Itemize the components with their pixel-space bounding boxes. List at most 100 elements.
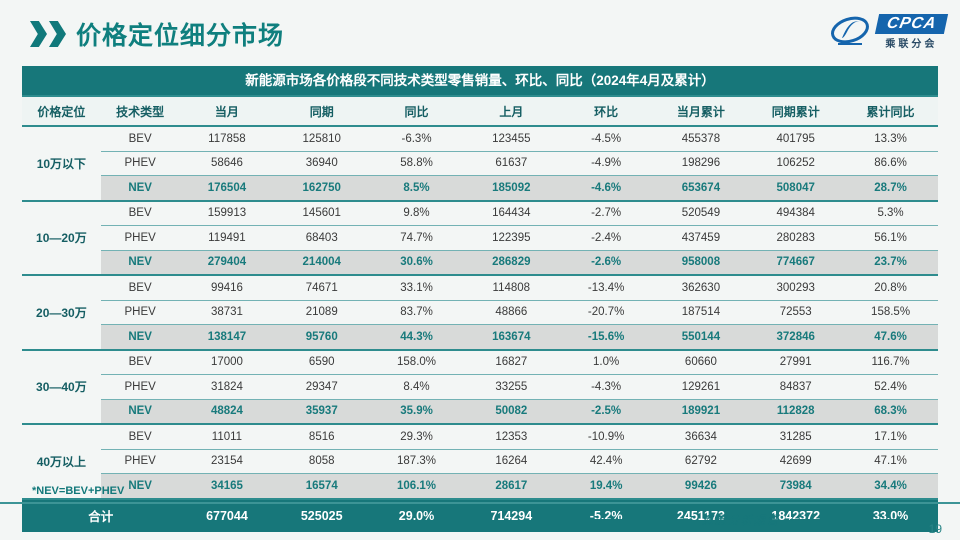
- data-cell: 145601: [274, 199, 370, 226]
- footnote: *NEV=BEV+PHEV: [32, 485, 125, 497]
- data-cell: 106.1%: [369, 473, 464, 499]
- data-cell: 68.3%: [843, 398, 938, 424]
- data-cell: 8.5%: [369, 175, 464, 201]
- column-header-6: 环比: [558, 95, 654, 127]
- table-row: 20—30万 BEV 99416 74671 33.1% 114808 -13.4% 3626…: [22, 274, 938, 350]
- data-cell: 164434: [463, 199, 559, 226]
- tech-type-cell: NEV: [100, 175, 180, 201]
- data-cell: 31824: [179, 374, 275, 399]
- data-cell: -15.6%: [558, 324, 654, 350]
- column-header-4: 同比: [369, 95, 464, 127]
- data-cell: 187514: [653, 299, 749, 325]
- data-cell: 83.7%: [369, 299, 464, 325]
- data-cell: 60660: [653, 348, 749, 375]
- data-cell: 17000: [179, 348, 275, 375]
- tech-type-cell: NEV: [100, 324, 180, 350]
- data-cell: 99416: [179, 274, 275, 300]
- footer-divider: [0, 502, 960, 504]
- data-cell: -2.6%: [558, 249, 654, 275]
- table-row: 30—40万 BEV 17000 6590 158.0% 16827 1.0% 60660 27…: [22, 348, 938, 424]
- price-segment-label: 30—40万: [22, 348, 101, 424]
- data-cell: 50082: [463, 398, 559, 424]
- data-cell: 129261: [653, 374, 749, 399]
- total-cell: 2451173: [653, 497, 749, 532]
- column-header-0: 价格定位: [22, 95, 101, 127]
- data-cell: 13.3%: [874, 132, 907, 145]
- tech-type-cell: NEV: [100, 249, 180, 275]
- table-row: PHEV 31824 29347 8.4% 33255 -4.3% 129261 84837 5…: [22, 374, 938, 399]
- table-row: 10—20万 BEV 159913 145601 9.8% 164434 -2.7% 5205…: [22, 199, 938, 275]
- data-cell: 12353: [463, 423, 559, 449]
- data-cell: 214004: [274, 249, 370, 275]
- data-cell: 300293: [748, 274, 844, 300]
- data-cell: 72553: [748, 299, 844, 325]
- data-cell: 17.1%: [843, 423, 938, 449]
- tech-type-cell: BEV: [100, 348, 180, 375]
- data-cell: 6590: [274, 348, 370, 375]
- data-cell: 35.9%: [369, 398, 464, 424]
- data-cell: 21089: [274, 299, 370, 325]
- data-cell: 1.0%: [558, 348, 654, 375]
- data-cell: 29347: [274, 374, 370, 399]
- data-cell: 508047: [748, 175, 844, 201]
- data-cell: 106252: [748, 150, 844, 176]
- tech-type-cell: BEV: [128, 132, 152, 145]
- data-cell: 61637: [463, 150, 559, 176]
- data-cell: -4.5%: [591, 132, 622, 145]
- data-cell: 35937: [274, 398, 370, 424]
- data-cell: -6.3%: [401, 132, 432, 145]
- data-cell: 48824: [179, 398, 275, 424]
- data-cell: 42699: [748, 448, 844, 474]
- data-cell: 58.8%: [369, 150, 464, 176]
- data-cell: 187.3%: [369, 448, 464, 474]
- data-cell: -2.4%: [558, 225, 654, 250]
- table-body: 10万以下 BEV 117858 125810 -6.3% 123455 -4.5% 4553…: [22, 126, 938, 499]
- data-cell: 23154: [179, 448, 275, 474]
- slide-header: 价格定位细分市场: [30, 16, 284, 52]
- data-cell: 62792: [653, 448, 749, 474]
- table-caption: 新能源市场各价格段不同技术类型零售销量、环比、同比（2024年4月及累计）: [22, 66, 938, 95]
- data-cell: 198296: [653, 150, 749, 176]
- data-cell: 86.6%: [843, 150, 938, 176]
- tech-type-cell: PHEV: [100, 448, 180, 474]
- data-cell: 16827: [463, 348, 559, 375]
- data-cell: 84837: [748, 374, 844, 399]
- data-cell: -10.9%: [558, 423, 654, 449]
- data-cell: 958008: [653, 249, 749, 275]
- page-number: 19: [928, 522, 942, 536]
- data-cell: 494384: [748, 199, 844, 226]
- data-cell: 99426: [653, 473, 749, 499]
- footer-band: 深度分析报告: [577, 512, 905, 528]
- data-cell: 158.5%: [843, 299, 938, 325]
- data-cell: 774667: [748, 249, 844, 275]
- table-row: PHEV 38731 21089 83.7% 48866 -20.7% 187514 7255…: [22, 299, 938, 325]
- table-row: NEV 279404 214004 30.6% 286829 -2.6% 958008 774…: [22, 249, 938, 275]
- data-cell: 27991: [748, 348, 844, 375]
- data-cell: 279404: [179, 249, 275, 275]
- page-title: 价格定位细分市场: [76, 22, 285, 50]
- data-cell: 74671: [274, 274, 370, 300]
- data-cell: 56.1%: [843, 225, 938, 250]
- data-cell: 20.8%: [843, 274, 938, 300]
- table-row: PHEV 119491 68403 74.7% 122395 -2.4% 437459 280…: [22, 225, 938, 250]
- table-row: 10万以下 BEV 117858 125810 -6.3% 123455 -4.5% 4553…: [22, 126, 938, 201]
- data-cell: 58646: [179, 150, 275, 176]
- column-header-9: 累计同比: [843, 95, 938, 127]
- data-cell: 123455: [492, 132, 531, 145]
- price-segment-label: 40万以上: [22, 423, 101, 499]
- data-cell: 550144: [653, 324, 749, 350]
- tech-type-cell: NEV: [100, 398, 180, 424]
- table-row: NEV 34165 16574 106.1% 28617 19.4% 99426 73984 3…: [22, 473, 938, 499]
- data-cell: 117858: [208, 132, 246, 145]
- data-cell: 47.6%: [843, 324, 938, 350]
- tech-type-cell: PHEV: [100, 299, 180, 325]
- footer-line-right: [790, 519, 905, 521]
- data-cell: 9.8%: [369, 199, 464, 226]
- data-cell: 34.4%: [843, 473, 938, 499]
- tech-type-cell: PHEV: [100, 150, 180, 176]
- data-cell: -2.5%: [558, 398, 654, 424]
- data-cell: 653674: [653, 175, 749, 201]
- table-row: NEV 48824 35937 35.9% 50082 -2.5% 189921 112828…: [22, 398, 938, 424]
- data-cell: 74.7%: [369, 225, 464, 250]
- column-header-7: 当月累计: [653, 95, 749, 127]
